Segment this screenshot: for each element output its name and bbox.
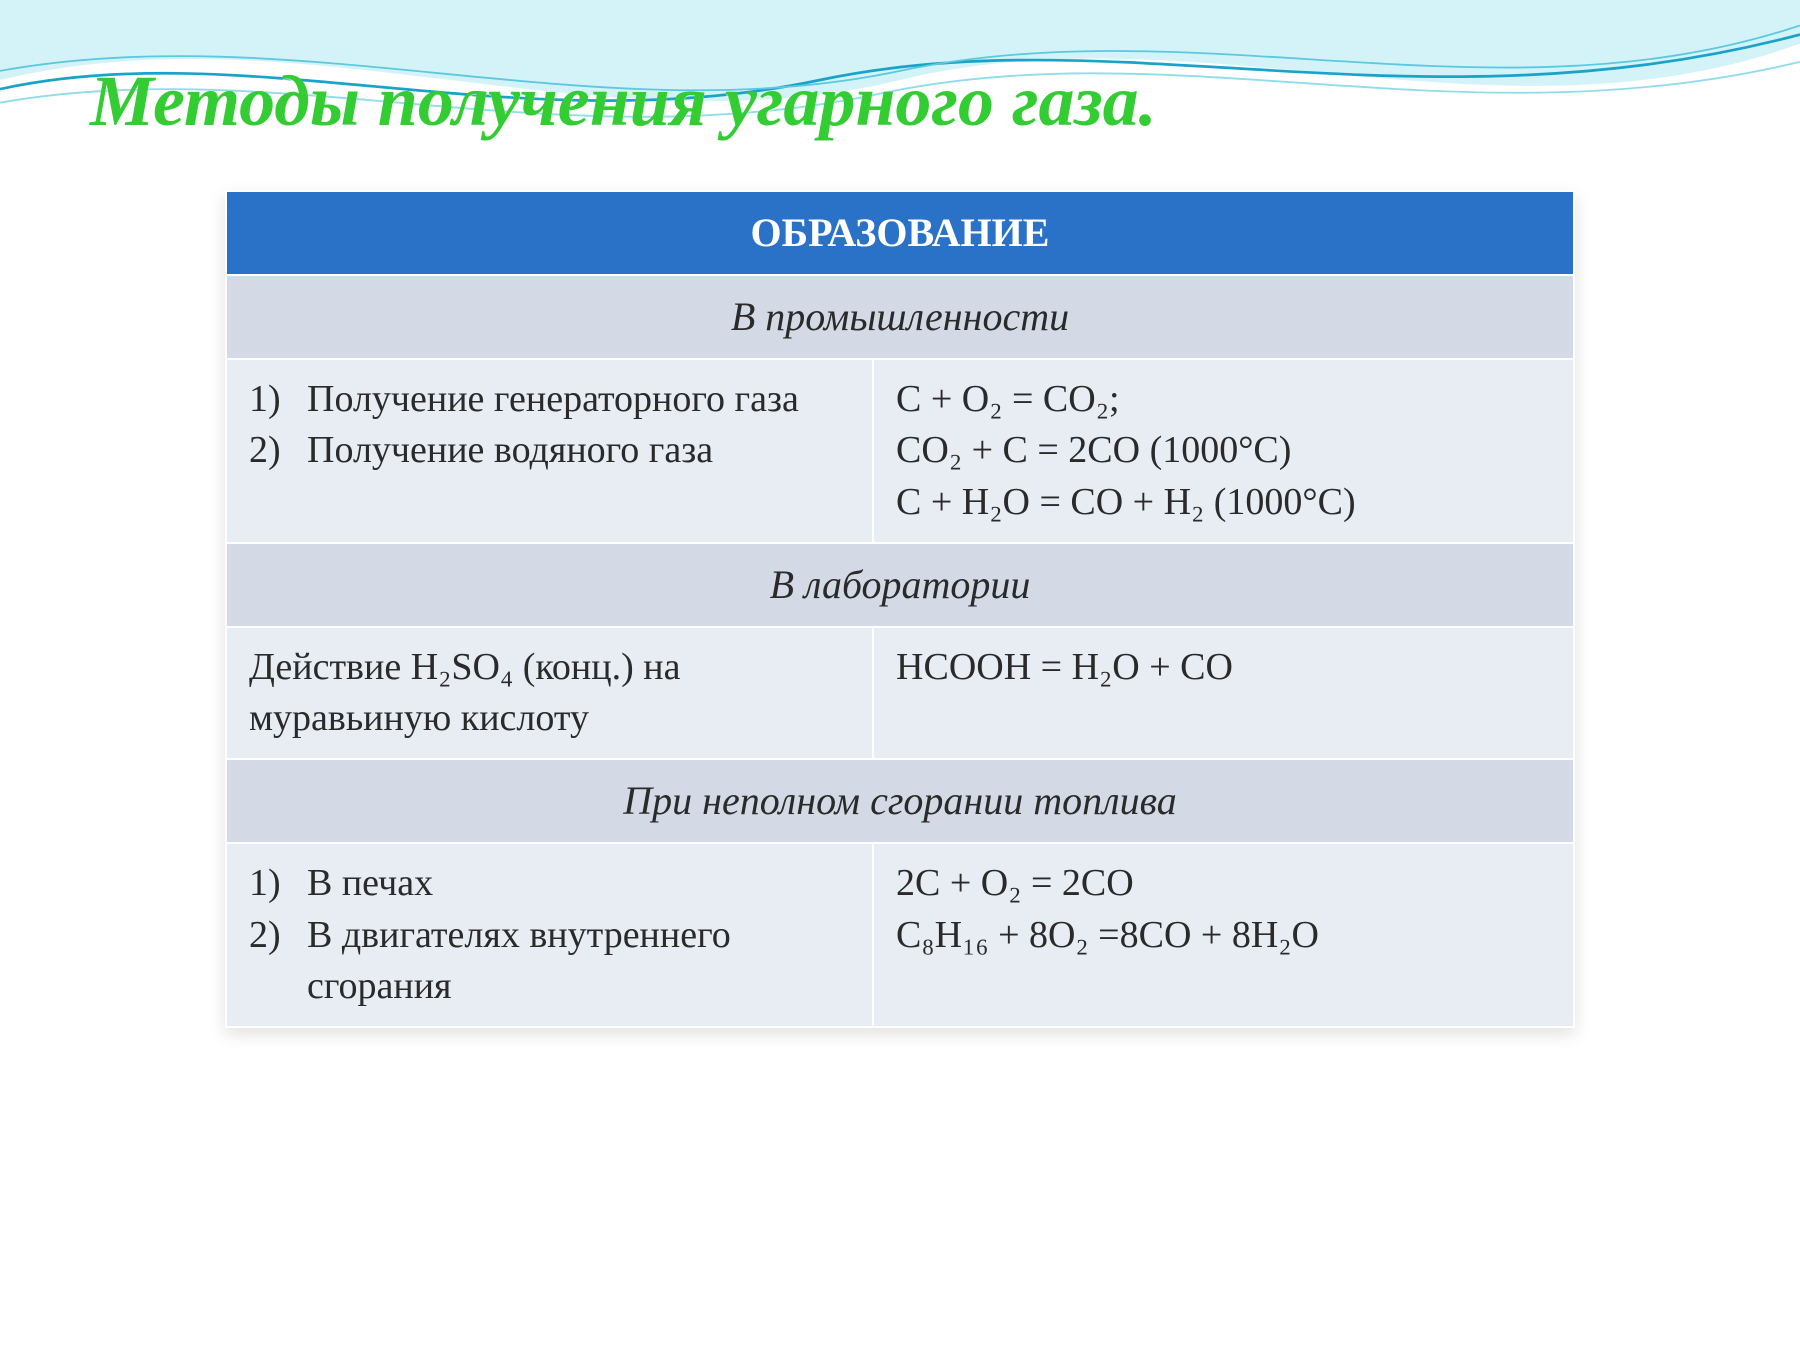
equation: HCOOH = H₂O + CO xyxy=(896,642,1551,693)
table-header: ОБРАЗОВАНИЕ xyxy=(226,191,1574,275)
slide-title: Методы получения угарного газа. xyxy=(90,60,1710,143)
equation: C₈H₁₆ + 8O₂ =8CO + 8H₂O xyxy=(896,910,1551,961)
methods-left: 1)Получение генераторного газа 2)Получен… xyxy=(226,359,873,543)
equations-right: HCOOH = H₂O + CO xyxy=(873,627,1574,760)
list-item: В печах xyxy=(307,858,433,909)
list-item: Получение водяного газа xyxy=(307,425,713,476)
table-row: 1)В печах 2)В двигателях внутреннего сго… xyxy=(226,843,1574,1027)
equation: 2C + O₂ = 2CO xyxy=(896,858,1551,909)
table-row: 1)Получение генераторного газа 2)Получен… xyxy=(226,359,1574,543)
list-item: Получение генераторного газа xyxy=(307,374,799,425)
methods-table: ОБРАЗОВАНИЕ В промышленности 1)Получение… xyxy=(225,190,1575,1028)
section-title: При неполном сгорании топлива xyxy=(226,759,1574,843)
table-row: При неполном сгорании топлива xyxy=(226,759,1574,843)
equations-right: 2C + O₂ = 2CO C₈H₁₆ + 8O₂ =8CO + 8H₂O xyxy=(873,843,1574,1027)
equation: C + H₂O = CO + H₂ (1000°C) xyxy=(896,477,1551,528)
table-header-row: ОБРАЗОВАНИЕ xyxy=(226,191,1574,275)
equation: C + O₂ = CO₂; xyxy=(896,374,1551,425)
table-row: В лаборатории xyxy=(226,543,1574,627)
methods-left: 1)В печах 2)В двигателях внутреннего сго… xyxy=(226,843,873,1027)
list-item: В двигателях внутреннего сгорания xyxy=(307,910,850,1013)
table-row: В промышленности xyxy=(226,275,1574,359)
equations-right: C + O₂ = CO₂; CO₂ + C = 2CO (1000°C) C +… xyxy=(873,359,1574,543)
section-title: В лаборатории xyxy=(226,543,1574,627)
equation: CO₂ + C = 2CO (1000°C) xyxy=(896,425,1551,476)
table-row: Действие H₂SO₄ (конц.) на муравьиную кис… xyxy=(226,627,1574,760)
section-title: В промышленности xyxy=(226,275,1574,359)
methods-left: Действие H₂SO₄ (конц.) на муравьиную кис… xyxy=(226,627,873,760)
